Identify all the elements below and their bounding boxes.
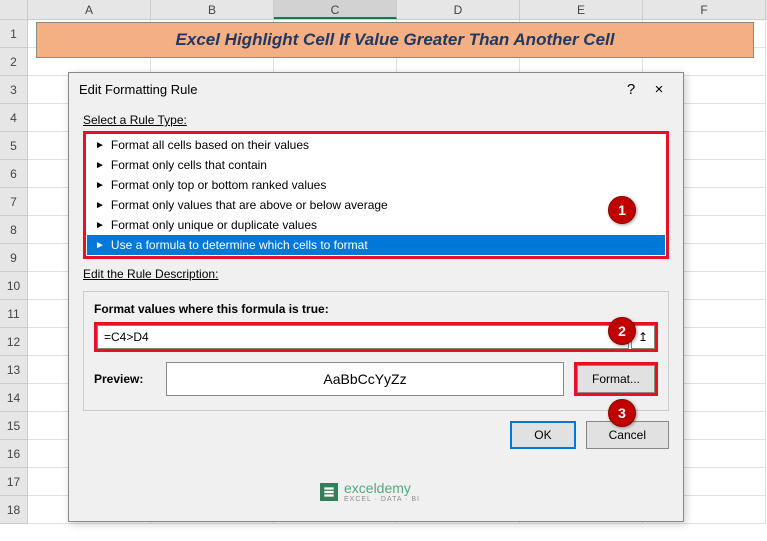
dialog-button-row: OK Cancel xyxy=(69,411,683,459)
rule-type-label: Use a formula to determine which cells t… xyxy=(111,238,368,252)
preview-box: AaBbCcYyZz xyxy=(166,362,564,396)
dialog-title: Edit Formatting Rule xyxy=(79,82,617,97)
row-header[interactable]: 2 xyxy=(0,48,28,76)
watermark: exceldemy EXCEL · DATA · BI xyxy=(320,480,420,503)
page-title: Excel Highlight Cell If Value Greater Th… xyxy=(176,30,615,50)
rule-description-box: Format values where this formula is true… xyxy=(83,291,669,411)
rule-type-list: ►Format all cells based on their values►… xyxy=(83,131,669,259)
ok-button[interactable]: OK xyxy=(510,421,575,449)
edit-formatting-rule-dialog: Edit Formatting Rule ? × Select a Rule T… xyxy=(68,72,684,522)
watermark-sub: EXCEL · DATA · BI xyxy=(344,496,420,503)
row-header[interactable]: 11 xyxy=(0,300,28,328)
bullet-icon: ► xyxy=(95,180,105,191)
row-header[interactable]: 16 xyxy=(0,440,28,468)
callout-3: 3 xyxy=(608,399,636,427)
callout-2: 2 xyxy=(608,317,636,345)
watermark-text-block: exceldemy EXCEL · DATA · BI xyxy=(344,480,420,503)
row-header[interactable]: 15 xyxy=(0,412,28,440)
bullet-icon: ► xyxy=(95,160,105,171)
row-header[interactable]: 17 xyxy=(0,468,28,496)
rule-type-item[interactable]: ► Format only cells that contain xyxy=(87,155,665,175)
help-icon[interactable]: ? xyxy=(617,81,645,98)
callout-1: 1 xyxy=(608,196,636,224)
rule-type-item[interactable]: ► Format only values that are above or be… xyxy=(87,195,665,215)
bullet-icon: ► xyxy=(95,140,105,151)
rule-type-item[interactable]: ► Format all cells based on their values xyxy=(87,135,665,155)
column-header[interactable]: B xyxy=(151,0,274,19)
format-button[interactable]: Format... xyxy=(577,365,655,393)
formula-input[interactable] xyxy=(97,325,629,349)
rule-type-label: Format only values that are above or bel… xyxy=(111,198,388,212)
row-header[interactable]: 6 xyxy=(0,160,28,188)
rule-type-label: Format only unique or duplicate values xyxy=(111,218,317,232)
select-rule-type-label: Select a Rule Type: xyxy=(69,105,683,131)
format-button-highlight: Format... xyxy=(574,362,658,396)
column-header[interactable]: C xyxy=(274,0,397,19)
rule-type-item[interactable]: ► Format only top or bottom ranked values xyxy=(87,175,665,195)
dialog-titlebar: Edit Formatting Rule ? × xyxy=(69,73,683,105)
row-header[interactable]: 8 xyxy=(0,216,28,244)
rule-type-item[interactable]: ► Format only unique or duplicate values xyxy=(87,215,665,235)
row-header[interactable]: 4 xyxy=(0,104,28,132)
rule-type-label: Format only cells that contain xyxy=(111,158,267,172)
bullet-icon: ► xyxy=(95,240,105,251)
row-header[interactable]: 13 xyxy=(0,356,28,384)
column-header[interactable]: A xyxy=(28,0,151,19)
formula-input-wrapper: ↥ xyxy=(94,322,658,352)
rule-type-label: Format only top or bottom ranked values xyxy=(111,178,326,192)
bullet-icon: ► xyxy=(95,220,105,231)
column-headers: ABCDEF xyxy=(0,0,767,20)
column-header[interactable]: F xyxy=(643,0,766,19)
row-header[interactable]: 10 xyxy=(0,272,28,300)
column-header[interactable]: D xyxy=(397,0,520,19)
bullet-icon: ► xyxy=(95,200,105,211)
preview-row: Preview: AaBbCcYyZz Format... xyxy=(94,362,658,396)
rule-type-label: Format all cells based on their values xyxy=(111,138,309,152)
edit-description-label: Edit the Rule Description: xyxy=(69,259,683,285)
close-icon[interactable]: × xyxy=(645,81,673,98)
watermark-text: exceldemy xyxy=(344,480,420,496)
row-header[interactable]: 14 xyxy=(0,384,28,412)
row-header[interactable]: 7 xyxy=(0,188,28,216)
row-header[interactable]: 18 xyxy=(0,496,28,524)
column-header[interactable]: E xyxy=(520,0,643,19)
rule-list-inner: ►Format all cells based on their values►… xyxy=(87,135,665,255)
row-header[interactable]: 1 xyxy=(0,20,28,48)
row-header[interactable]: 12 xyxy=(0,328,28,356)
formula-label: Format values where this formula is true… xyxy=(84,292,668,322)
rule-type-item[interactable]: ► Use a formula to determine which cells … xyxy=(87,235,665,255)
merged-title-cell: Excel Highlight Cell If Value Greater Th… xyxy=(36,22,754,58)
row-header[interactable]: 3 xyxy=(0,76,28,104)
row-header[interactable]: 9 xyxy=(0,244,28,272)
row-header[interactable]: 5 xyxy=(0,132,28,160)
exceldemy-logo-icon xyxy=(320,483,338,501)
preview-label: Preview: xyxy=(94,372,156,386)
select-all-corner[interactable] xyxy=(0,0,28,19)
